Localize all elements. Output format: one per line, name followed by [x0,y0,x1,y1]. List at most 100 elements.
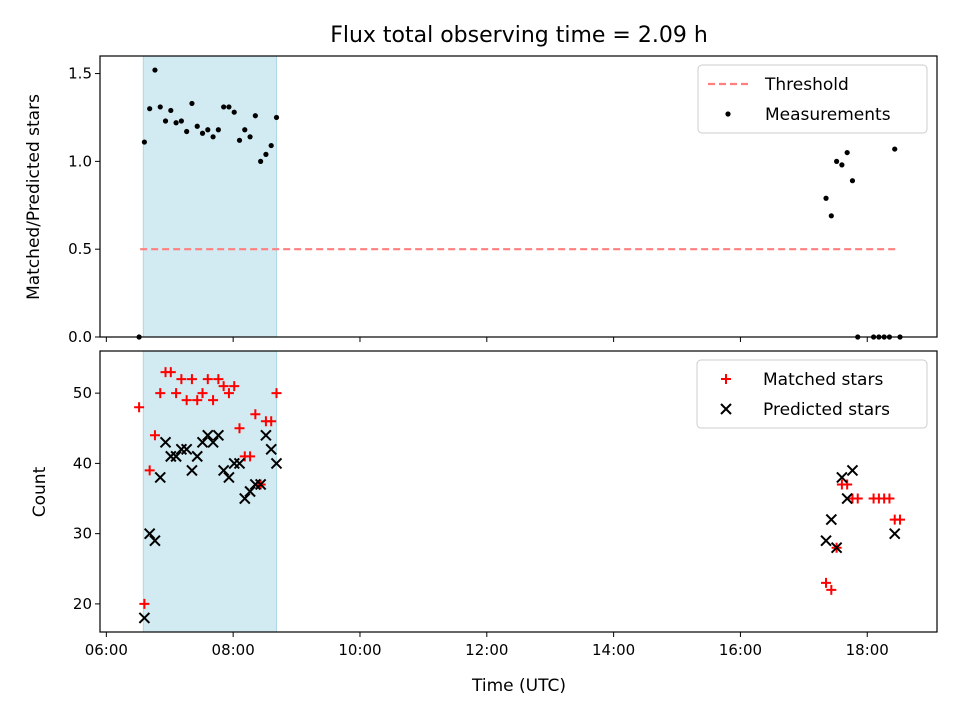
measurements-point [147,106,153,112]
bottom-legend-box [696,359,928,429]
top-axes-frame [99,55,938,338]
measurements-point [221,104,227,110]
top-x-tick-marks [105,337,868,342]
chart-title: Flux total observing time = 2.09 h [330,23,708,48]
predicted-stars-point [196,436,209,449]
measurements-point [157,104,163,110]
predicted-stars-point [825,513,838,526]
predicted-stars-point [265,443,277,456]
matched-stars-point [245,451,256,462]
predicted-stars-point [244,485,256,498]
bottom-legend: Matched stars Predicted stars [696,359,928,429]
measurements-point [844,149,850,156]
measurements-point [258,158,264,164]
predicted-legend-swatch [720,403,732,415]
measurements-point [273,114,280,121]
matched-stars-point [149,430,160,441]
bottom-plot-area [134,350,906,633]
y-tick-label: 50 [73,384,92,402]
measurements-point [236,137,243,143]
measurements-point [141,139,147,145]
predicted-stars-point [143,527,156,540]
y-tick-label: 1.5 [68,65,92,83]
matched-stars-point [176,374,187,385]
measurements-point [226,104,232,110]
y-tick-label: 0.5 [68,240,92,258]
y-tick-label: 40 [73,454,92,472]
measurements-legend-label: Measurements [765,105,891,125]
x-tick-label: 14:00 [592,641,635,659]
top-y-axis-label: Matched/Predicted stars [24,94,44,300]
matched-stars-point [852,493,863,504]
predicted-stars-point [846,464,859,477]
top-legend-box [697,64,928,134]
x-tick-label: 08:00 [212,641,255,659]
measurements-point [263,151,269,157]
matched-stars-point [155,388,166,399]
threshold-legend-label: Threshold [764,75,849,95]
x-tick-label: 06:00 [85,641,128,659]
matched-stars-point [144,465,155,476]
bottom-panel: 20 30 40 50 06:00 08:00 10:00 12:00 14:00 16:00 1… [30,350,938,696]
predicted-stars-point [170,450,182,463]
matched-stars-point [223,388,234,399]
matched-stars-point [842,479,853,490]
matched-stars-point [266,416,277,427]
matched-stars-point [202,374,213,385]
matched-legend-swatch [721,374,731,384]
matched-stars-point [208,395,219,406]
top-y-axis: 0.0 0.5 1.0 1.5 [68,65,100,346]
matched-stars-point [197,388,208,399]
matched-stars-point [186,374,197,385]
x-tick-label: 16:00 [719,641,762,659]
observing-span [142,350,277,633]
predicted-stars-point [239,492,251,505]
predicted-stars-point [180,443,193,456]
measurements-point [194,123,200,129]
measurements-legend-swatch [725,111,731,117]
y-tick-label: 20 [73,595,92,613]
top-panel: 0.0 0.5 1.0 1.5 Matched/Predicted stars Thr… [24,55,938,346]
predicted-stars-point [159,436,172,449]
measurements-point [849,178,856,184]
matched-stars-point [229,381,240,392]
predicted-stars-point [186,464,198,477]
predicted-stars-point [154,471,166,484]
matched-stars-point [171,388,182,399]
predicted-stars-point [841,492,853,505]
matched-stars-point [165,367,176,378]
matched-stars-point [181,395,192,406]
measurements-point [199,130,206,136]
predicted-stars-point [223,471,235,484]
predicted-stars-point [212,429,225,442]
matched-stars-point [250,409,261,420]
predicted-stars-point [820,534,832,547]
bottom-y-axis: 20 30 40 50 [73,384,100,613]
predicted-stars-point [260,429,272,442]
y-tick-label: 0.0 [68,328,92,346]
x-tick-label: 12:00 [465,641,508,659]
measurements-point [242,127,248,133]
y-tick-label: 30 [73,525,92,543]
matched-stars-point [218,381,229,392]
measurements-point [173,120,179,126]
bottom-axes-frame [99,350,938,633]
measurements-point [152,67,158,73]
x-axis-label: Time (UTC) [471,676,566,696]
measurements-point [178,118,184,124]
measurements-point [892,146,898,152]
measurements-point [823,195,829,201]
predicted-stars-point [254,478,267,491]
matched-stars-point [192,395,203,406]
predicted-stars-point [830,541,843,554]
measurements-point [231,109,237,115]
y-tick-label: 1.0 [68,152,92,170]
predicted-legend-label: Predicted stars [763,400,890,420]
measurements-point [828,213,834,219]
matched-stars-point [884,493,895,504]
predicted-stars-point [202,429,214,442]
matched-stars-point [134,402,145,413]
predicted-stars-point [889,527,901,540]
matched-stars-point [821,577,832,588]
